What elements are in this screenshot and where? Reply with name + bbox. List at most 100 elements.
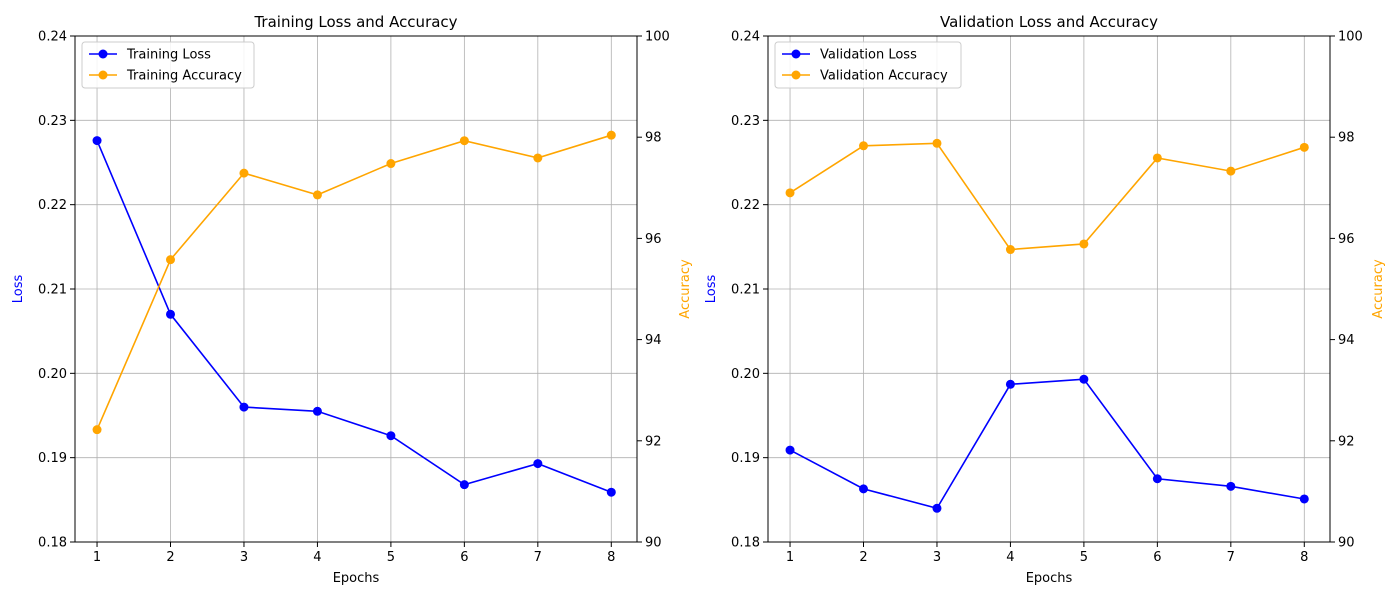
data-point-validation-loss (1226, 481, 1236, 491)
legend-label-training-loss: Training Loss (126, 48, 211, 63)
data-point-validation-accuracy (1226, 166, 1236, 176)
y-tick-label: 0.22 (38, 198, 67, 213)
legend-label-training-accuracy: Training Accuracy (126, 69, 242, 84)
legend-marker-training-accuracy (98, 70, 108, 80)
legend: Training Loss Training Accuracy (81, 41, 255, 89)
x-axis-label: Epochs (333, 571, 380, 586)
y-tick-label: 0.23 (731, 114, 760, 129)
data-point-training-accuracy (312, 190, 322, 200)
data-point-training-loss (239, 402, 249, 412)
y2-tick-label: 100 (645, 30, 670, 45)
data-point-training-accuracy (386, 159, 396, 169)
data-point-training-loss (533, 459, 543, 469)
data-point-validation-accuracy (859, 141, 869, 151)
legend: Validation Loss Validation Accuracy (774, 41, 962, 89)
x-tick-label: 7 (534, 550, 542, 565)
legend-marker-training-loss (98, 49, 108, 59)
y-tick-label: 0.20 (38, 367, 67, 382)
data-point-training-loss (459, 480, 469, 490)
series-line-validation-loss (789, 378, 1305, 510)
chart-title: Training Loss and Accuracy (253, 13, 457, 31)
x-tick-label: 6 (1153, 550, 1161, 565)
y2-axis-label: Accuracy (678, 259, 693, 319)
y-tick-label: 0.24 (38, 30, 67, 45)
data-point-validation-loss (1005, 379, 1015, 389)
series-line-training-loss (96, 140, 612, 493)
legend-box (774, 41, 962, 89)
legend-marker-validation-loss (791, 49, 801, 59)
y-tick-label: 0.24 (731, 30, 760, 45)
legend-marker-validation-accuracy (791, 70, 801, 80)
y-axis-label: Loss (11, 275, 26, 304)
data-point-training-loss (92, 136, 102, 146)
y-tick-label: 0.21 (731, 283, 760, 298)
y2-tick-label: 90 (645, 536, 662, 551)
x-tick-label: 5 (1080, 550, 1088, 565)
data-point-training-loss (606, 487, 616, 497)
y2-axis-label: Accuracy (1371, 259, 1386, 319)
y2-tick-label: 92 (1338, 434, 1355, 449)
data-point-training-loss (386, 431, 396, 441)
data-point-validation-loss (932, 503, 942, 513)
x-tick-label: 6 (460, 550, 468, 565)
legend-label-validation-accuracy: Validation Accuracy (820, 69, 948, 84)
data-point-validation-loss (1152, 474, 1162, 484)
x-tick-label: 3 (240, 550, 248, 565)
y2-tick-label: 98 (645, 131, 662, 146)
data-point-training-accuracy (533, 153, 543, 163)
data-point-training-loss (312, 406, 322, 416)
data-point-validation-accuracy (1299, 142, 1309, 152)
chart-panel-2: 1 2 3 4 5 6 7 8 0.18 0.19 0.20 0.21 0.22 0.23 0.24 90 92… (704, 13, 1386, 586)
y-tick-label: 0.18 (38, 536, 67, 551)
x-tick-label: 7 (1227, 550, 1235, 565)
y2-tick-label: 92 (645, 434, 662, 449)
x-tick-label: 8 (607, 550, 615, 565)
legend-label-validation-loss: Validation Loss (820, 48, 917, 63)
x-axis-label: Epochs (1026, 571, 1073, 586)
chart-title: Validation Loss and Accuracy (940, 13, 1158, 31)
y2-tick-label: 94 (645, 333, 662, 348)
x-tick-label: 1 (93, 550, 101, 565)
x-tick-label: 4 (313, 550, 321, 565)
x-tick-label: 4 (1006, 550, 1014, 565)
y-tick-label: 0.22 (731, 198, 760, 213)
data-point-training-accuracy (166, 255, 176, 265)
data-point-validation-accuracy (1079, 239, 1089, 249)
y2-tick-label: 90 (1338, 536, 1355, 551)
y2-tick-label: 94 (1338, 333, 1355, 348)
y-tick-label: 0.21 (38, 283, 67, 298)
x-tick-label: 1 (786, 550, 794, 565)
y-tick-label: 0.20 (731, 367, 760, 382)
data-point-training-accuracy (606, 130, 616, 140)
data-point-validation-accuracy (1152, 153, 1162, 163)
x-tick-label: 2 (166, 550, 174, 565)
data-point-validation-loss (785, 445, 795, 455)
y2-tick-label: 96 (1338, 232, 1355, 247)
y2-tick-label: 96 (645, 232, 662, 247)
x-tick-label: 5 (387, 550, 395, 565)
data-point-training-accuracy (92, 425, 102, 435)
series-line-training-accuracy (96, 134, 612, 430)
data-point-validation-loss (859, 484, 869, 494)
data-point-validation-loss (1299, 494, 1309, 504)
y-tick-label: 0.19 (731, 451, 760, 466)
data-point-validation-loss (1079, 374, 1089, 384)
y2-tick-label: 98 (1338, 131, 1355, 146)
data-point-training-accuracy (239, 168, 249, 178)
data-point-training-loss (166, 309, 176, 319)
legend-box (81, 41, 255, 89)
y-tick-label: 0.19 (38, 451, 67, 466)
data-point-training-accuracy (459, 136, 469, 146)
y-tick-label: 0.18 (731, 536, 760, 551)
series-line-validation-accuracy (789, 142, 1305, 251)
y-tick-label: 0.23 (38, 114, 67, 129)
data-point-validation-accuracy (785, 188, 795, 198)
x-tick-label: 2 (859, 550, 867, 565)
y-axis-label: Loss (704, 275, 719, 304)
data-point-validation-accuracy (1005, 245, 1015, 255)
y2-tick-label: 100 (1338, 30, 1363, 45)
data-point-validation-accuracy (932, 138, 942, 148)
x-tick-label: 8 (1300, 550, 1308, 565)
chart-panel-1: 1 2 3 4 5 6 7 8 0.18 0.19 0.20 0.21 0.22 0.23 0.24 90 92… (11, 13, 693, 586)
